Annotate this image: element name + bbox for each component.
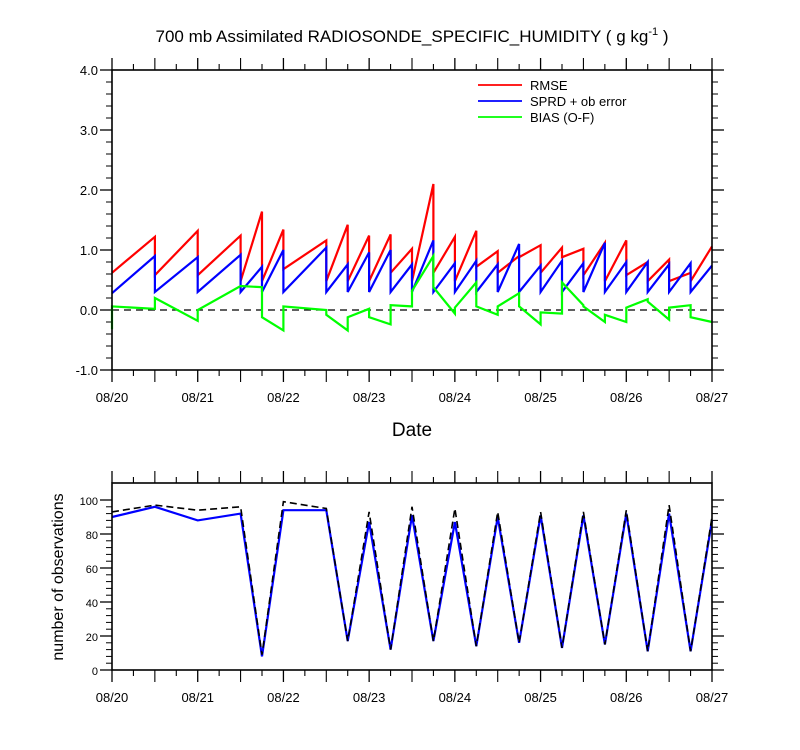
top-series-lines <box>110 183 713 333</box>
legend-label: RMSE <box>530 78 568 93</box>
top-axis-ticks <box>100 58 724 382</box>
x-tick-label: 08/23 <box>353 690 386 705</box>
x-tick-label: 08/20 <box>96 690 129 705</box>
y-axis-label: number of observations <box>50 493 67 660</box>
y-tick-label: 0 <box>92 666 98 678</box>
bottom-plot-frame <box>111 482 713 671</box>
top-x-tick-labels: 08/20 08/21 08/22 08/23 08/24 08/25 08/26 08/27 <box>96 390 729 405</box>
chart-title-superscript: -1 <box>648 26 658 38</box>
chart-title-close: ) <box>658 27 668 46</box>
x-tick-label: 08/22 <box>267 390 300 405</box>
top-y-tick-labels: -1.0 0.0 1.0 2.0 3.0 4.0 <box>76 63 98 378</box>
bias-o-f-line <box>110 252 713 333</box>
bottom-x-tick-labels: 08/20 08/21 08/22 08/23 08/24 08/25 08/26 08/27 <box>96 690 729 705</box>
x-tick-label: 08/26 <box>610 690 643 705</box>
x-tick-label: 08/27 <box>696 390 729 405</box>
x-axis-label: Date <box>392 420 432 441</box>
y-tick-label: 1.0 <box>80 243 98 258</box>
bottom-series-lines <box>111 500 714 657</box>
y-tick-label: 80 <box>86 530 98 542</box>
x-tick-label: 08/24 <box>439 690 472 705</box>
x-tick-label: 08/21 <box>181 690 214 705</box>
y-tick-label: 3.0 <box>80 123 98 138</box>
y-tick-label: -1.0 <box>76 363 98 378</box>
y-tick-label: 100 <box>80 496 98 508</box>
top-chart: 700 mb Assimilated RADIOSONDE_SPECIFIC_H… <box>76 26 729 441</box>
x-tick-label: 08/22 <box>267 690 300 705</box>
x-tick-label: 08/27 <box>696 690 729 705</box>
x-tick-label: 08/23 <box>353 390 386 405</box>
legend-label: BIAS (O-F) <box>530 110 594 125</box>
chart-title-main: 700 mb Assimilated RADIOSONDE_SPECIFIC_H… <box>156 27 649 46</box>
chart-title: 700 mb Assimilated RADIOSONDE_SPECIFIC_H… <box>156 26 669 46</box>
bottom-axis-ticks <box>100 471 724 682</box>
x-tick-label: 08/20 <box>96 390 129 405</box>
x-tick-label: 08/25 <box>524 390 557 405</box>
y-tick-label: 0.0 <box>80 303 98 318</box>
possible-line <box>111 500 713 655</box>
y-tick-label: 2.0 <box>80 183 98 198</box>
y-tick-label: 4.0 <box>80 63 98 78</box>
y-tick-label: 60 <box>86 564 98 576</box>
x-tick-label: 08/25 <box>524 690 557 705</box>
y-tick-label: 40 <box>86 598 98 610</box>
x-tick-label: 08/21 <box>181 390 214 405</box>
legend-label: SPRD + ob error <box>530 94 627 109</box>
x-tick-label: 08/26 <box>610 390 643 405</box>
y-tick-label: 20 <box>86 632 98 644</box>
bottom-y-tick-labels: 0 20 40 60 80 100 <box>80 496 98 678</box>
x-tick-label: 08/24 <box>439 390 472 405</box>
top-plot-frame <box>111 69 713 371</box>
